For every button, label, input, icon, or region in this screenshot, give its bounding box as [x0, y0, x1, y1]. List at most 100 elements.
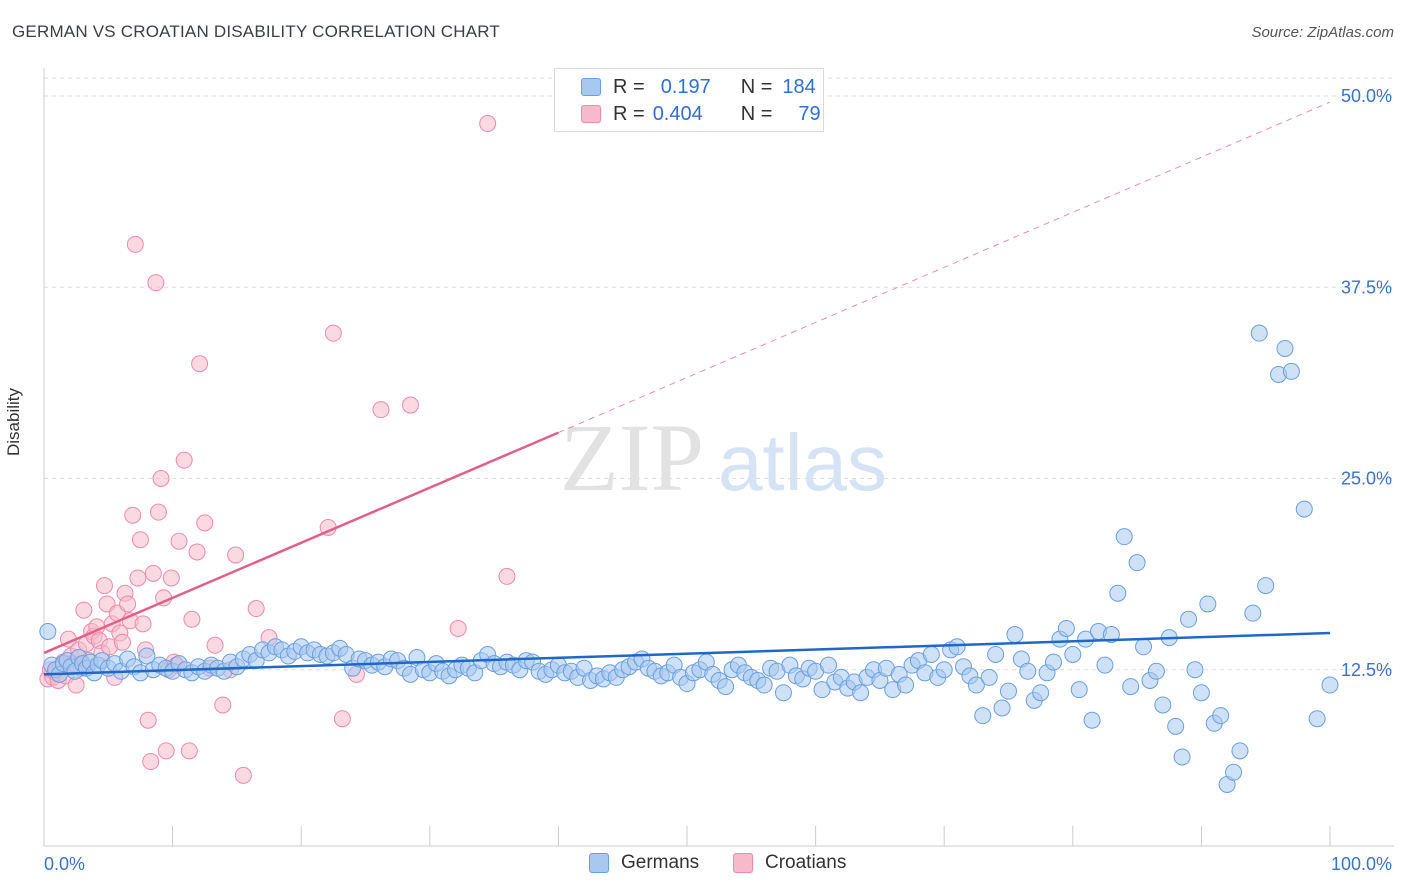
germans-point — [755, 676, 773, 694]
croatians-trend-line — [43, 431, 559, 655]
germans-point — [1057, 619, 1075, 637]
y-tick-label: 25.0% — [1341, 469, 1392, 489]
germans-point — [935, 661, 953, 679]
croatians-trend-extension — [558, 101, 1331, 434]
x-tick-label: 0.0% — [44, 854, 85, 874]
germans-point — [1244, 604, 1262, 622]
legend-row-croatians: R = 0.404 N = 79 — [555, 101, 821, 127]
croatians-point — [183, 610, 201, 628]
trend-lines — [43, 101, 1331, 676]
croatians-point — [180, 742, 198, 760]
legend-n-value: 79 — [798, 102, 821, 125]
germans-point — [1192, 684, 1210, 702]
germans-point — [1180, 610, 1198, 628]
croatians-point — [142, 753, 160, 771]
chart-title: GERMAN VS CROATIAN DISABILITY CORRELATIO… — [12, 22, 500, 41]
croatians-point — [227, 546, 245, 564]
croatians-point — [134, 615, 152, 633]
germans-point — [1070, 681, 1088, 699]
croatians-point — [214, 696, 232, 714]
germans-point — [1282, 362, 1300, 380]
watermark-zip: ZIP — [560, 404, 704, 511]
watermark-atlas: atlas — [718, 418, 887, 507]
croatians-point — [333, 710, 351, 728]
legend-n-value: 184 — [782, 75, 816, 98]
croatians-swatch — [581, 105, 601, 123]
croatians-point — [191, 355, 209, 373]
croatians-point — [206, 636, 224, 654]
germans-point — [39, 623, 57, 640]
germans-point — [774, 684, 792, 702]
croatians-series — [39, 115, 516, 784]
legend-item-croatians[interactable]: Croatians — [733, 852, 846, 874]
germans-series — [39, 324, 1339, 793]
axes — [43, 68, 1394, 847]
croatians-point — [247, 600, 265, 618]
germans-point — [1135, 638, 1153, 656]
germans-point — [1077, 630, 1095, 648]
germans-point — [819, 656, 837, 674]
germans-point — [813, 681, 831, 699]
gridlines — [44, 77, 1394, 671]
legend-r-value: 0.197 — [660, 75, 711, 98]
legend-r-label: R = — [613, 75, 645, 98]
bottom-legend: Germans Croatians — [0, 852, 1406, 876]
germans-point — [897, 676, 915, 694]
croatians-point — [234, 766, 252, 784]
croatians-point — [188, 543, 206, 561]
legend-row-germans: R = 0.197 N = 184 — [555, 74, 816, 100]
germans-point — [717, 678, 735, 696]
croatians-swatch — [733, 853, 753, 873]
germans-swatch — [581, 78, 601, 96]
legend-label-germans: Germans — [621, 852, 700, 873]
germans-point — [1147, 662, 1165, 680]
germans-point — [987, 645, 1005, 663]
germans-point — [1115, 528, 1133, 546]
germans-point — [993, 699, 1011, 717]
germans-point — [852, 684, 870, 702]
croatians-point — [157, 742, 175, 760]
croatians-point — [196, 514, 214, 532]
croatians-point — [402, 396, 420, 414]
germans-point — [980, 668, 998, 686]
germans-point — [1019, 662, 1037, 680]
germans-trend-line — [43, 631, 1331, 676]
croatians-point — [119, 595, 137, 613]
germans-point — [1154, 696, 1172, 714]
germans-point — [948, 638, 966, 656]
germans-point — [1064, 645, 1082, 663]
germans-point — [1295, 500, 1313, 518]
croatians-point — [324, 324, 342, 342]
germans-point — [1308, 710, 1326, 728]
germans-swatch — [589, 853, 609, 873]
germans-point — [138, 647, 156, 665]
germans-point — [1321, 676, 1339, 694]
croatians-point — [479, 115, 497, 133]
legend-item-germans[interactable]: Germans — [589, 852, 699, 874]
germans-point — [1032, 684, 1050, 702]
germans-point — [1225, 763, 1243, 781]
tick-labels: 12.5% 25.0% 37.5% 50.0% 0.0% 100.0% — [44, 86, 1392, 874]
croatians-point — [498, 567, 516, 585]
germans-point — [1096, 656, 1114, 674]
croatians-point — [95, 577, 113, 595]
germans-point — [1102, 626, 1120, 644]
germans-point — [1128, 554, 1146, 572]
germans-point — [967, 676, 985, 694]
croatians-point — [175, 451, 193, 469]
legend: R = 0.197 N = 184 R = 0.404 N = 79 — [554, 68, 824, 132]
germans-point — [1186, 661, 1204, 679]
croatians-point — [144, 564, 162, 582]
croatians-point — [449, 619, 467, 637]
y-tick-label: 50.0% — [1341, 86, 1392, 106]
germans-point — [1109, 584, 1127, 602]
germans-point — [1199, 595, 1217, 613]
germans-point — [1276, 339, 1294, 357]
y-tick-label: 12.5% — [1341, 660, 1392, 680]
croatians-point — [162, 569, 180, 587]
germans-point — [1000, 682, 1017, 700]
germans-point — [974, 707, 992, 725]
germans-point — [1083, 711, 1101, 729]
legend-r-value: 0.404 — [652, 102, 703, 125]
